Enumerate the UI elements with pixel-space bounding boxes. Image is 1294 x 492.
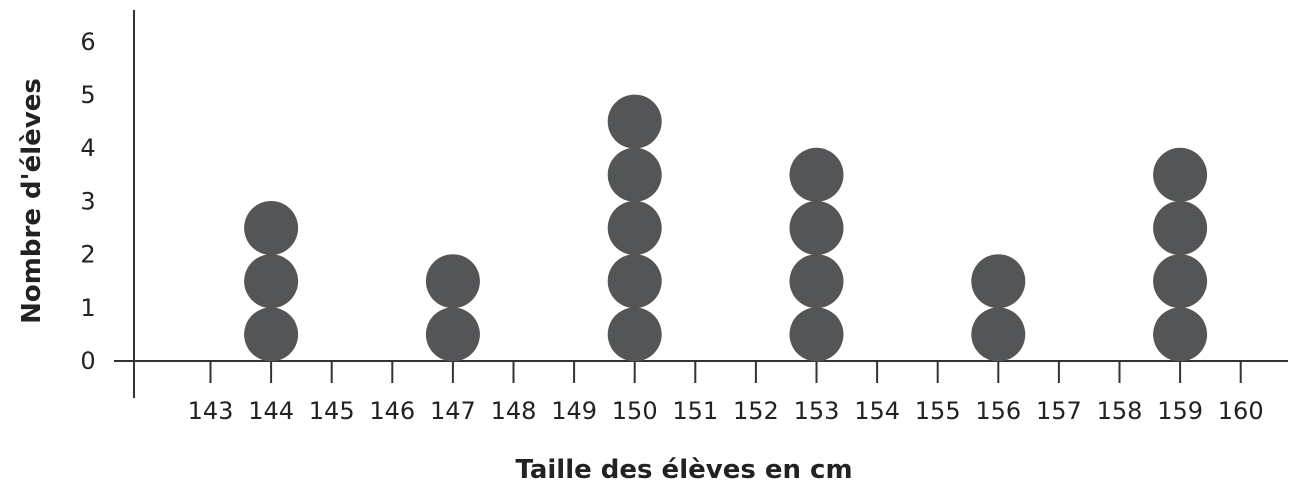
x-tick-label: 155 xyxy=(915,397,961,425)
data-dot-150-3 xyxy=(607,201,662,255)
x-tick-label: 147 xyxy=(430,397,476,425)
data-dot-150-5 xyxy=(607,94,662,149)
data-dot-144-2 xyxy=(244,254,299,309)
data-dot-159-4 xyxy=(1153,147,1208,202)
x-tick-label: 150 xyxy=(612,397,658,425)
data-dot-153-2 xyxy=(789,254,844,309)
y-tick-label: 1 xyxy=(80,294,95,322)
data-dot-147-2 xyxy=(425,254,480,309)
data-dot-159-3 xyxy=(1153,201,1208,255)
y-tick-label: 3 xyxy=(80,187,95,215)
x-tick-label: 159 xyxy=(1157,397,1203,425)
x-tick-label: 152 xyxy=(733,397,779,425)
x-tick-label: 158 xyxy=(1097,397,1143,425)
data-dot-150-1 xyxy=(607,307,662,362)
data-dots xyxy=(244,94,1208,362)
x-tick-label: 160 xyxy=(1218,397,1264,425)
x-tick-label: 153 xyxy=(794,397,840,425)
data-dot-144-3 xyxy=(244,201,299,255)
x-tick-label: 156 xyxy=(975,397,1021,425)
x-tick-label: 149 xyxy=(551,397,597,425)
data-dot-144-1 xyxy=(244,307,299,362)
data-dot-153-3 xyxy=(789,201,844,255)
x-tick-label: 148 xyxy=(491,397,537,425)
data-dot-156-1 xyxy=(971,307,1026,362)
data-dot-156-2 xyxy=(971,254,1026,309)
x-tick-label: 146 xyxy=(369,397,415,425)
x-tick-label: 151 xyxy=(672,397,718,425)
x-tick-label: 154 xyxy=(854,397,900,425)
x-tick-label: 144 xyxy=(248,397,294,425)
y-tick-label: 2 xyxy=(80,241,95,269)
data-dot-150-4 xyxy=(607,147,662,202)
data-dot-159-1 xyxy=(1153,307,1208,362)
x-tick-label: 157 xyxy=(1036,397,1082,425)
data-dot-147-1 xyxy=(425,307,480,362)
data-dot-150-2 xyxy=(607,254,662,309)
y-tick-label: 0 xyxy=(80,347,95,375)
data-dot-153-4 xyxy=(789,147,844,202)
data-dot-153-1 xyxy=(789,307,844,362)
x-tick-label: 143 xyxy=(188,397,234,425)
y-axis-title: Nombre d'élèves xyxy=(17,78,47,324)
y-tick-label: 6 xyxy=(80,28,95,56)
y-tick-label: 5 xyxy=(80,81,95,109)
ticks: 143 144 145 146 147 148 149 150 151 152 153 154 155 1… xyxy=(80,28,1263,425)
x-tick-label: 145 xyxy=(309,397,355,425)
axes xyxy=(114,10,1288,398)
x-axis-title: Taille des élèves en cm xyxy=(515,455,852,485)
data-dot-159-2 xyxy=(1153,254,1208,309)
y-tick-label: 4 xyxy=(80,134,95,162)
